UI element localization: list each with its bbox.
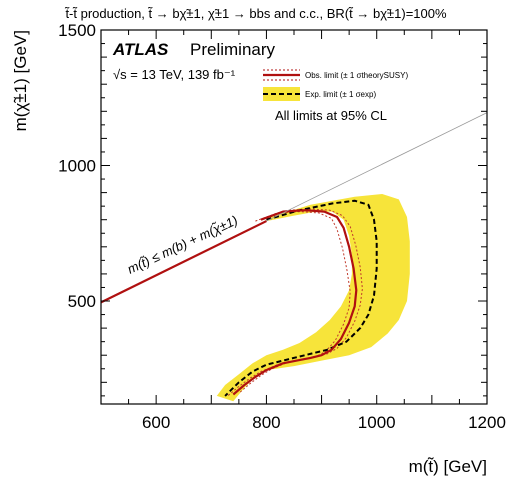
x-axis-label: m(t̃) [GeV]: [409, 457, 487, 476]
atlas-label: ATLAS: [112, 40, 169, 59]
legend-obs-label: Obs. limit (± 1 σtheorySUSY): [305, 71, 408, 80]
y-tick-label: 500: [68, 292, 96, 311]
chart-title: t̃-t̃ production, t̃ → bχ̃±1, χ̃±1 → bbs…: [64, 6, 447, 21]
y-tick-label: 1500: [58, 21, 96, 40]
x-tick-label: 1000: [358, 413, 396, 432]
legend-exp-label: Exp. limit (± 1 σexp): [305, 90, 376, 99]
axis-ticks: 600 800 1000 1200 500 1000 1500: [58, 21, 506, 432]
limit-lines-layer: [224, 199, 378, 397]
kinematic-limit-extension: [266, 112, 488, 222]
kinematic-limit-label: m(t̃) ≤ m(b) + m(χ̃±1): [125, 212, 240, 276]
expected-limit-line: [224, 199, 378, 397]
preliminary-label: Preliminary: [190, 40, 276, 59]
energy-lumi-label: √s = 13 TeV, 139 fb⁻¹: [113, 67, 236, 82]
kinematic-line-layer: [100, 112, 488, 304]
expected-band-layer: [216, 194, 410, 402]
x-tick-label: 600: [142, 413, 170, 432]
observed-limit-line: [232, 209, 358, 396]
y-axis-label: m(χ̃±1) [GeV]: [11, 30, 30, 131]
confidence-level-note: All limits at 95% CL: [275, 108, 387, 123]
expected-sigma-band: [216, 194, 410, 402]
obs-minus-sigma-line: [227, 211, 351, 397]
x-tick-label: 800: [252, 413, 280, 432]
y-tick-label: 1000: [58, 157, 96, 176]
legend: Obs. limit (± 1 σtheorySUSY) Exp. limit …: [263, 69, 408, 101]
x-tick-label: 1200: [468, 413, 506, 432]
kinematic-limit-line: [100, 220, 267, 304]
